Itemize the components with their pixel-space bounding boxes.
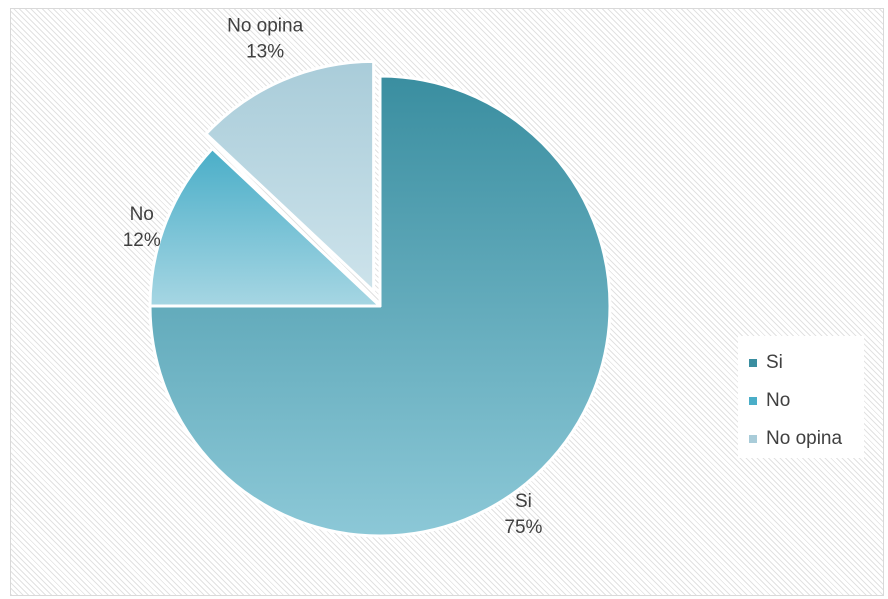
data-label-category-si: Si xyxy=(515,491,532,512)
pie-slice-si xyxy=(148,74,612,538)
legend-swatch-no-opina xyxy=(749,435,757,443)
data-label-category-no: No xyxy=(130,204,154,225)
legend-label-no-opina: No opina xyxy=(766,428,843,449)
pie-slice-no xyxy=(148,147,382,308)
data-label-percent-no-opina: 13% xyxy=(246,41,284,62)
legend: Si No No opina xyxy=(738,336,864,458)
legend-swatch-si xyxy=(749,359,757,367)
legend-swatch-no xyxy=(749,397,757,405)
data-label-percent-si: 75% xyxy=(504,517,542,538)
data-label-category-no-opina: No opina xyxy=(227,15,303,36)
legend-item-no: No xyxy=(738,382,864,420)
data-label-percent-no: 12% xyxy=(123,230,161,251)
legend-label-no: No xyxy=(766,390,791,411)
pie-slice-no-opina xyxy=(204,59,376,293)
legend-label-si: Si xyxy=(766,352,783,373)
legend-item-si: Si xyxy=(738,344,864,382)
legend-item-no-opina: No opina xyxy=(738,420,864,458)
